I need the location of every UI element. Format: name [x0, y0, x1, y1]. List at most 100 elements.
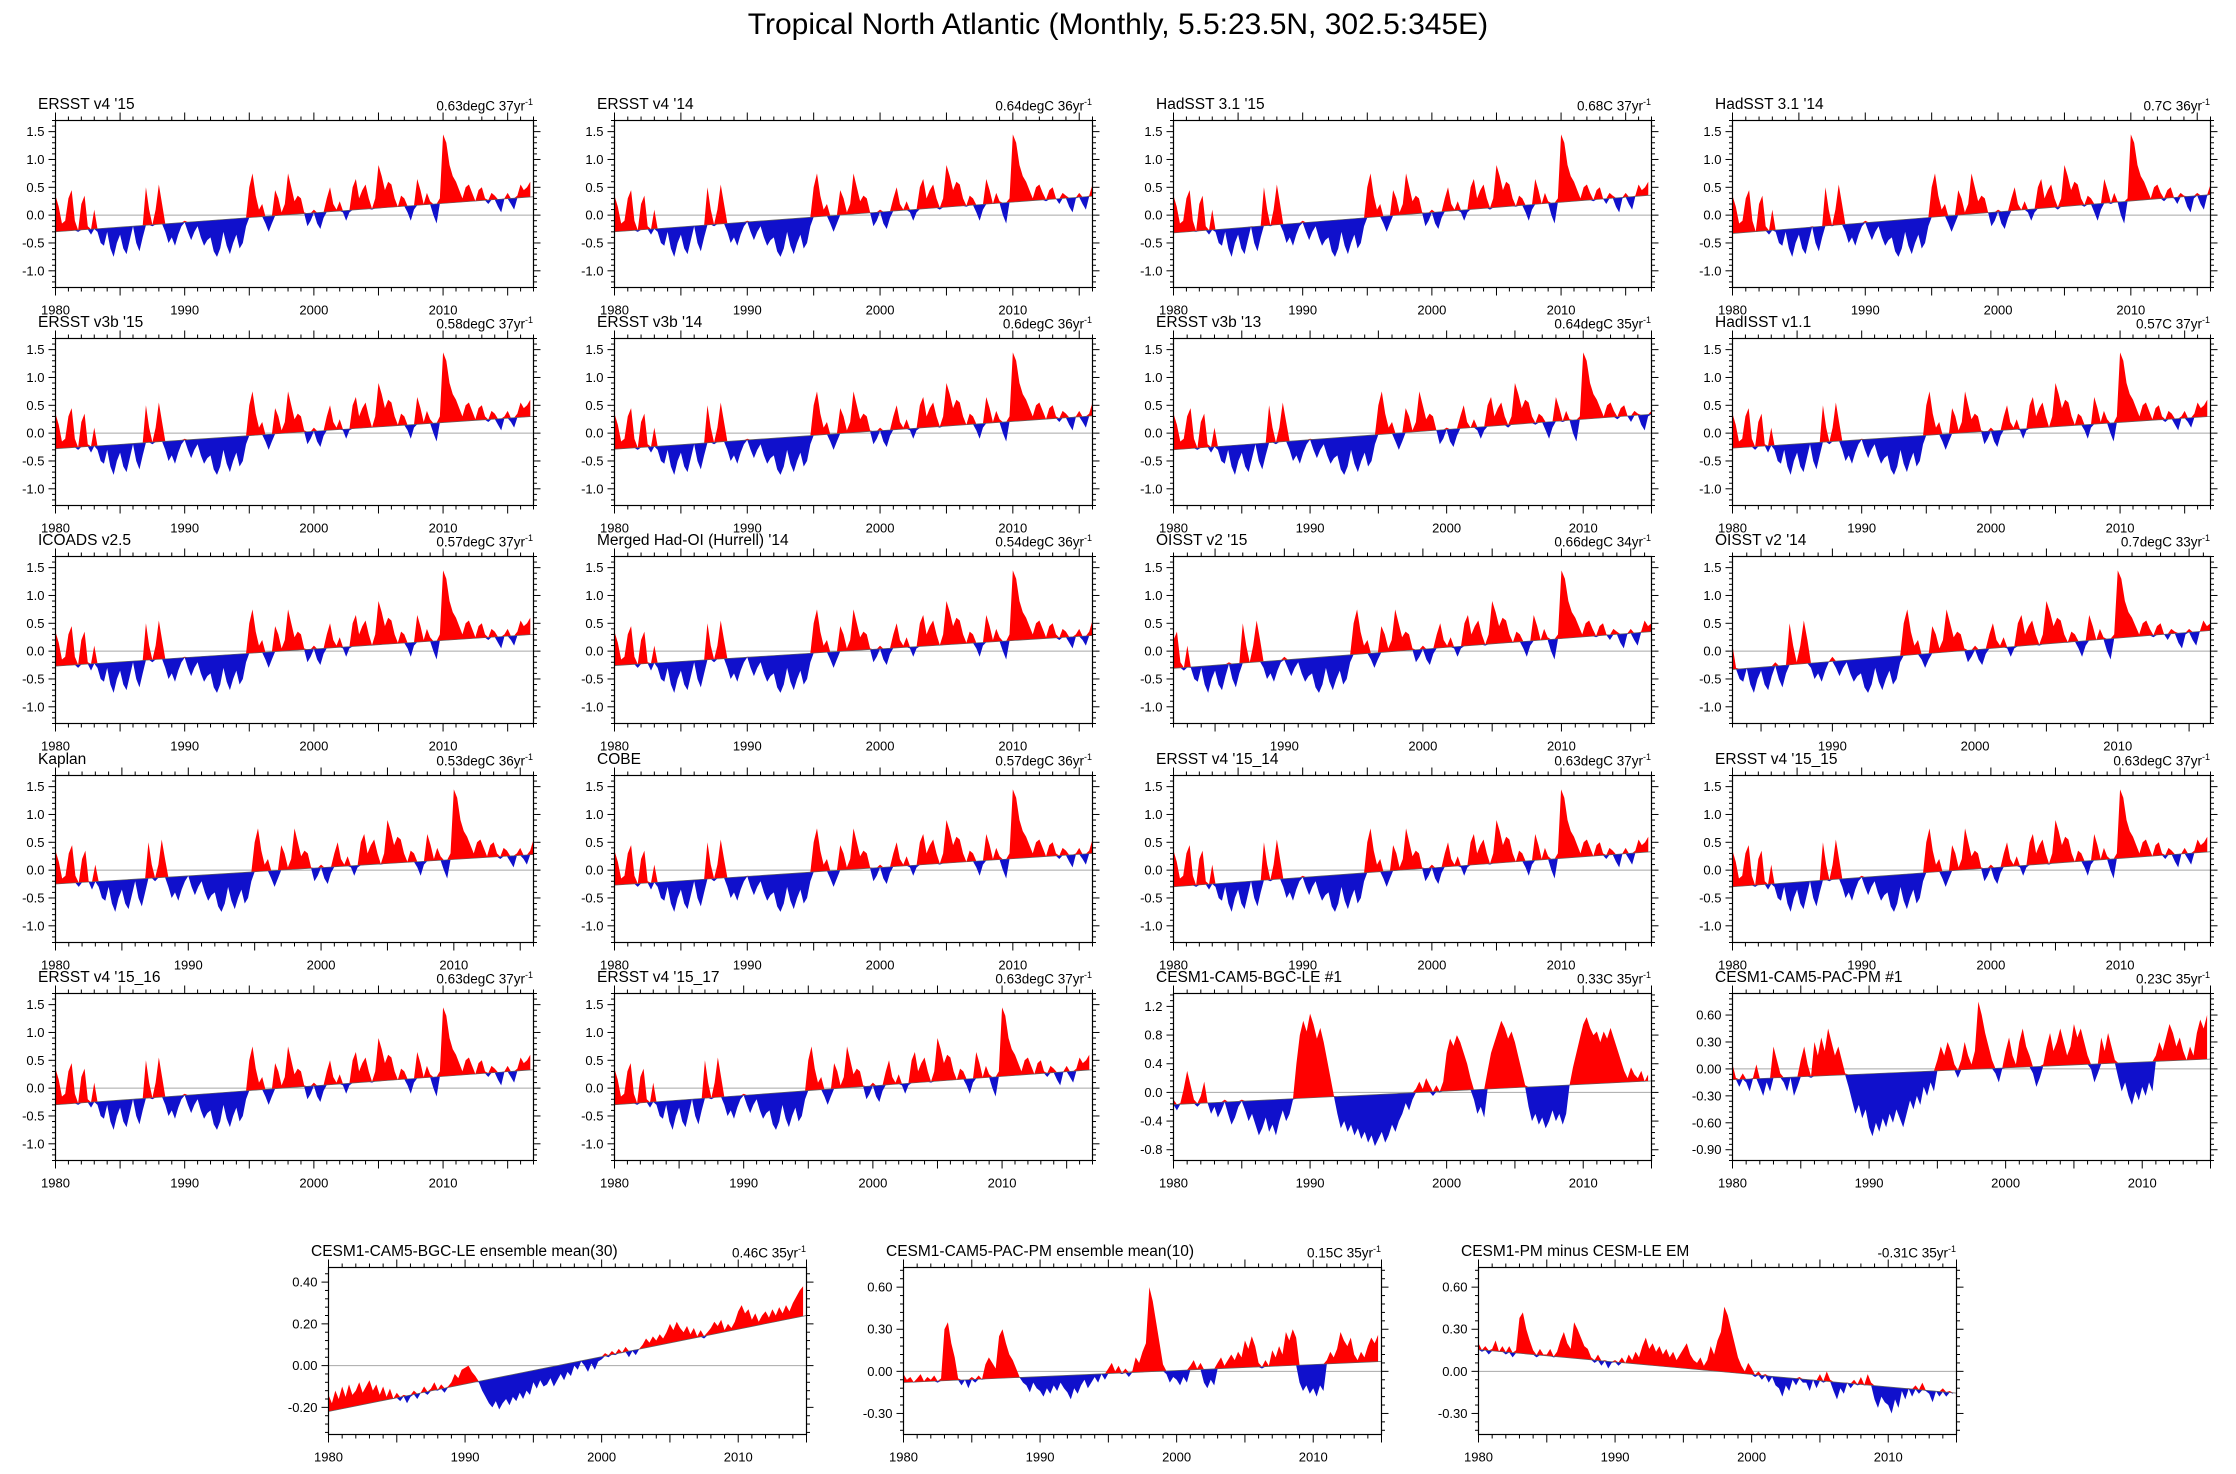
panel-title: ERSST v3b '14 — [597, 314, 703, 331]
svg-text:-1.0: -1.0 — [1140, 918, 1162, 933]
svg-text:1.0: 1.0 — [1144, 807, 1162, 822]
chart-panel-19: CESM1-CAM5-BGC-LE #1 0.33C 35yr-1 1980 19… — [1118, 958, 1677, 1191]
svg-text:-0.5: -0.5 — [1140, 235, 1162, 250]
svg-text:-1.0: -1.0 — [581, 263, 603, 278]
svg-text:2000: 2000 — [866, 739, 895, 754]
panel-trend-value: 0.15C 35yr — [1306, 1245, 1373, 1261]
svg-text:1990: 1990 — [170, 739, 199, 754]
svg-text:-1.0: -1.0 — [1140, 263, 1162, 278]
svg-text:-0.5: -0.5 — [1140, 671, 1162, 686]
panel-plot: 1980 1990 2000 2010 1.5 1.0 0.5 0.0 -0.5 -1.0 — [581, 548, 1100, 754]
panel-trend-exponent: -1 — [1083, 97, 1092, 107]
panel-trend-value: 0.68C 37yr — [1576, 98, 1643, 114]
chart-panel-11: OISST v2 '15 0.66degC 34yr-1 1990 2000 201… — [1118, 521, 1677, 754]
panel-trend-value: 0.6degC 36yr — [1002, 316, 1084, 332]
panel-trend-exponent: -1 — [2201, 315, 2210, 325]
svg-text:1990: 1990 — [170, 303, 199, 318]
panel-trend-label: 0.6degC 36yr-1 — [1003, 315, 1092, 332]
panel-trend-value: 0.63degC 37yr — [995, 971, 1084, 987]
svg-text:2000: 2000 — [1417, 958, 1446, 973]
svg-text:1990: 1990 — [1026, 1450, 1055, 1465]
svg-text:1980: 1980 — [314, 1450, 343, 1465]
panel-trend-value: 0.23C 35yr — [2135, 971, 2202, 987]
svg-text:1.5: 1.5 — [585, 779, 603, 794]
chart-panel-3: HadSST 3.1 '15 0.68C 37yr-1 1980 1990 2000… — [1118, 85, 1677, 318]
svg-text:1.0: 1.0 — [1703, 807, 1721, 822]
panel-trend-exponent: -1 — [1642, 970, 1651, 980]
svg-text:0.5: 0.5 — [26, 616, 44, 631]
svg-text:2010: 2010 — [1569, 521, 1598, 536]
svg-text:1.0: 1.0 — [26, 370, 44, 385]
svg-text:2000: 2000 — [866, 521, 895, 536]
svg-text:0.5: 0.5 — [585, 616, 603, 631]
panel-trend-value: 0.63degC 37yr — [436, 98, 525, 114]
svg-text:2010: 2010 — [998, 303, 1027, 318]
svg-text:2010: 2010 — [2128, 1176, 2157, 1191]
svg-text:2000: 2000 — [1976, 958, 2005, 973]
svg-text:1980: 1980 — [1159, 958, 1188, 973]
svg-text:2000: 2000 — [1991, 1176, 2020, 1191]
svg-text:1990: 1990 — [451, 1450, 480, 1465]
panel-trend-exponent: -1 — [1642, 315, 1651, 325]
panel-plot: 1980 1990 2000 2010 1.5 1.0 0.5 0.0 -0.5 -1.0 — [1140, 330, 1659, 536]
panel-trend-exponent: -1 — [524, 315, 533, 325]
svg-text:-0.5: -0.5 — [22, 671, 44, 686]
svg-text:0.0: 0.0 — [585, 208, 603, 223]
svg-text:1.5: 1.5 — [26, 997, 44, 1012]
panel-plot: 1980 1990 2000 2010 1.5 1.0 0.5 0.0 -0.5 -1.0 — [22, 548, 541, 754]
svg-text:0.0: 0.0 — [585, 1081, 603, 1096]
svg-text:2000: 2000 — [858, 1176, 887, 1191]
panel-plot: 1980 1990 2000 2010 1.5 1.0 0.5 0.0 -0.5 -1.0 — [1699, 330, 2218, 536]
svg-text:0.0: 0.0 — [26, 644, 44, 659]
svg-text:1.5: 1.5 — [1144, 560, 1162, 575]
panel-title: ERSST v4 '15_15 — [1715, 751, 1838, 768]
panel-title: HadSST 3.1 '15 — [1156, 96, 1265, 113]
svg-text:-0.5: -0.5 — [1699, 453, 1721, 468]
panel-plot: 1990 2000 2010 1.5 1.0 0.5 0.0 -0.5 -1.0 — [1140, 548, 1659, 754]
panel-trend-label: 0.64degC 36yr-1 — [995, 97, 1092, 114]
panel-title: CESM1-CAM5-PAC-PM ensemble mean(10) — [886, 1243, 1195, 1260]
panel-trend-label: 0.68C 37yr-1 — [1577, 97, 1651, 114]
svg-text:-0.5: -0.5 — [22, 1108, 44, 1123]
svg-text:-0.5: -0.5 — [22, 453, 44, 468]
chart-panel-1: ERSST v4 '15 0.63degC 37yr-1 1980 1990 200… — [0, 85, 559, 318]
svg-text:1980: 1980 — [41, 521, 70, 536]
svg-text:0.20: 0.20 — [292, 1316, 317, 1331]
panel-title: ERSST v4 '15 — [38, 96, 135, 113]
svg-text:0.5: 0.5 — [26, 1053, 44, 1068]
svg-text:1990: 1990 — [1296, 1176, 1325, 1191]
svg-text:0.30: 0.30 — [867, 1322, 892, 1337]
svg-text:1.0: 1.0 — [26, 1025, 44, 1040]
chart-panel-4: HadSST 3.1 '14 0.7C 36yr-1 1980 1990 2000 2… — [1677, 85, 2236, 318]
svg-text:1990: 1990 — [1288, 958, 1317, 973]
svg-text:2010: 2010 — [1547, 958, 1576, 973]
panel-trend-label: 0.54degC 36yr-1 — [995, 533, 1092, 550]
panel-trend-label: 0.63degC 37yr-1 — [436, 97, 533, 114]
svg-text:1.0: 1.0 — [1144, 370, 1162, 385]
svg-text:2000: 2000 — [866, 958, 895, 973]
panel-plot: 1980 1990 2000 2010 0.60 0.30 0.00 -0.30 -0.60 -0… — [1692, 985, 2218, 1191]
svg-text:-1.0: -1.0 — [581, 918, 603, 933]
chart-panel-20: CESM1-CAM5-PAC-PM #1 0.23C 35yr-1 1980 19… — [1677, 958, 2236, 1191]
svg-text:1990: 1990 — [1288, 303, 1317, 318]
panel-trend-exponent: -1 — [1083, 970, 1092, 980]
svg-text:0.0: 0.0 — [1144, 208, 1162, 223]
panel-plot: 1980 1990 2000 2010 0.60 0.30 0.00 -0.30 — [1438, 1259, 1964, 1465]
panel-trend-exponent: -1 — [1372, 1244, 1381, 1254]
svg-text:-0.5: -0.5 — [581, 235, 603, 250]
panel-plot: 1980 1990 2000 2010 1.5 1.0 0.5 0.0 -0.5 -1.0 — [581, 767, 1100, 973]
svg-text:2000: 2000 — [1961, 739, 1990, 754]
panel-plot: 1980 1990 2000 2010 1.5 1.0 0.5 0.0 -0.5 -1.0 — [22, 112, 541, 318]
svg-text:0.5: 0.5 — [1144, 835, 1162, 850]
svg-text:1980: 1980 — [41, 303, 70, 318]
panel-plot: 1980 1990 2000 2010 1.2 0.8 0.4 0.0 -0.4 -0.8 — [1140, 985, 1659, 1191]
panel-title: OISST v2 '14 — [1715, 532, 1807, 549]
svg-text:2000: 2000 — [299, 303, 328, 318]
svg-text:2010: 2010 — [1547, 303, 1576, 318]
svg-text:0.0: 0.0 — [585, 863, 603, 878]
svg-text:1980: 1980 — [889, 1450, 918, 1465]
svg-text:2010: 2010 — [998, 739, 1027, 754]
svg-text:1.5: 1.5 — [585, 997, 603, 1012]
panel-title: COBE — [597, 751, 641, 768]
